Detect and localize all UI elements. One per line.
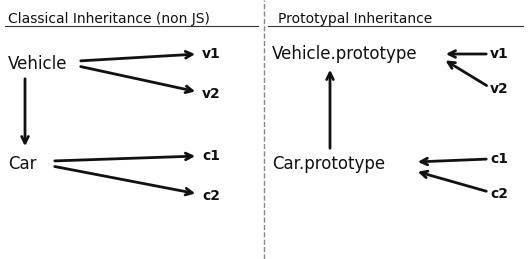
Text: Car.prototype: Car.prototype <box>272 155 385 173</box>
Text: v2: v2 <box>202 87 221 101</box>
Text: Prototypal Inheritance: Prototypal Inheritance <box>278 12 432 26</box>
Text: Vehicle.prototype: Vehicle.prototype <box>272 45 418 63</box>
Text: Vehicle: Vehicle <box>8 55 68 73</box>
Text: Classical Inheritance (non JS): Classical Inheritance (non JS) <box>8 12 210 26</box>
Text: v2: v2 <box>490 82 509 96</box>
Text: c1: c1 <box>202 149 220 163</box>
Text: c1: c1 <box>490 152 508 166</box>
Text: c2: c2 <box>202 189 220 203</box>
Text: v1: v1 <box>490 47 509 61</box>
Text: v1: v1 <box>202 47 221 61</box>
Text: Car: Car <box>8 155 36 173</box>
Text: c2: c2 <box>490 187 508 201</box>
